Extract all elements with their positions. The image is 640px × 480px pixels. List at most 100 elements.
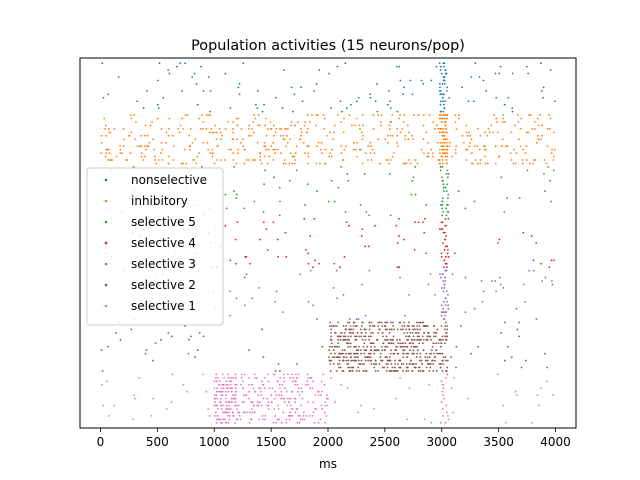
spike-dot	[531, 127, 534, 130]
spike-dot	[236, 124, 239, 127]
spike-dot	[352, 328, 355, 331]
spike-dot	[307, 383, 309, 386]
spike-dot	[281, 107, 284, 110]
spike-dot	[361, 338, 364, 341]
spike-dot	[438, 148, 441, 151]
spike-dot	[444, 100, 446, 103]
spike-dot	[341, 110, 343, 113]
spike-dot	[407, 370, 410, 372]
spike-dot	[414, 345, 417, 348]
spike-dot	[177, 127, 180, 130]
spike-dot	[249, 418, 252, 421]
spike-dot	[445, 141, 448, 144]
spike-dot	[309, 235, 312, 237]
spike-dot	[338, 352, 341, 355]
spike-dot	[552, 159, 555, 161]
spike-dot	[325, 397, 328, 400]
spike-dot	[447, 172, 450, 175]
spike-dot	[140, 152, 143, 154]
spike-dot	[542, 96, 544, 99]
series-nonselective	[101, 62, 556, 113]
spike-dot	[222, 383, 225, 386]
spike-dot	[214, 415, 216, 417]
spike-dot	[272, 159, 275, 161]
spike-dot	[323, 117, 326, 120]
spike-dot	[339, 266, 341, 269]
spike-dot	[296, 383, 299, 386]
spike-dot	[437, 127, 440, 130]
spike-dot	[316, 318, 318, 320]
spike-dot	[536, 117, 539, 120]
spike-dot	[450, 387, 453, 390]
spike-dot	[301, 397, 304, 400]
spike-dot	[422, 338, 425, 341]
spike-dot	[145, 349, 148, 352]
spike-dot	[443, 231, 446, 234]
spike-dot	[518, 321, 521, 324]
spike-dot	[279, 376, 282, 379]
spike-dot	[385, 159, 388, 161]
spike-dot	[455, 345, 458, 348]
spike-dot	[234, 387, 237, 390]
spike-dot	[405, 352, 408, 355]
spike-dot	[300, 86, 303, 89]
spike-dot	[294, 397, 297, 400]
spike-dot	[253, 200, 256, 203]
spike-dot	[371, 148, 374, 151]
spike-dot	[473, 145, 476, 148]
spike-dot	[444, 321, 447, 324]
spike-dot	[316, 114, 319, 116]
spike-dot	[477, 345, 479, 348]
spike-dot	[444, 131, 447, 134]
spike-dot	[408, 159, 410, 161]
spike-dot	[441, 204, 444, 206]
spike-dot	[328, 72, 330, 75]
spike-dot	[343, 332, 346, 334]
spike-dot	[390, 159, 392, 161]
spike-dot	[104, 124, 107, 127]
spike-dot	[129, 152, 132, 154]
spike-dot	[182, 127, 184, 130]
spike-dot	[415, 332, 418, 334]
spike-dot	[436, 352, 438, 355]
spike-dot	[399, 342, 402, 345]
spike-dot	[213, 162, 216, 165]
spike-dot	[430, 349, 433, 352]
spike-dot	[345, 325, 348, 327]
spike-dot	[405, 335, 407, 338]
spike-dot	[392, 342, 395, 345]
spike-dot	[146, 134, 149, 137]
spike-dot	[352, 332, 355, 334]
spike-dot	[444, 238, 446, 241]
spike-dot	[357, 349, 359, 352]
spike-dot	[293, 93, 296, 96]
spike-dot	[261, 110, 264, 113]
spike-dot	[446, 366, 448, 369]
spike-dot	[179, 124, 182, 127]
spike-dot	[314, 408, 316, 410]
spike-dot	[277, 404, 279, 407]
spike-dot	[428, 335, 430, 338]
spike-dot	[418, 325, 421, 327]
spike-dot	[304, 152, 306, 154]
spike-dot	[444, 224, 447, 227]
spike-dot	[511, 107, 514, 110]
spike-dot	[225, 207, 228, 210]
spike-dot	[101, 383, 104, 386]
spike-dot	[336, 335, 339, 338]
spike-dot	[434, 335, 437, 338]
spike-dot	[509, 152, 512, 154]
spike-dot	[296, 421, 299, 424]
spike-dot	[442, 356, 445, 359]
spike-dot	[231, 411, 234, 414]
spike-dot	[294, 159, 297, 161]
spike-dot	[228, 418, 231, 421]
spike-dot	[445, 204, 448, 206]
spike-dot	[499, 65, 502, 68]
spike-dot	[392, 152, 395, 154]
spike-dot	[442, 363, 444, 365]
spike-dot	[273, 134, 275, 137]
spike-dot	[435, 332, 438, 334]
spike-dot	[367, 245, 370, 248]
